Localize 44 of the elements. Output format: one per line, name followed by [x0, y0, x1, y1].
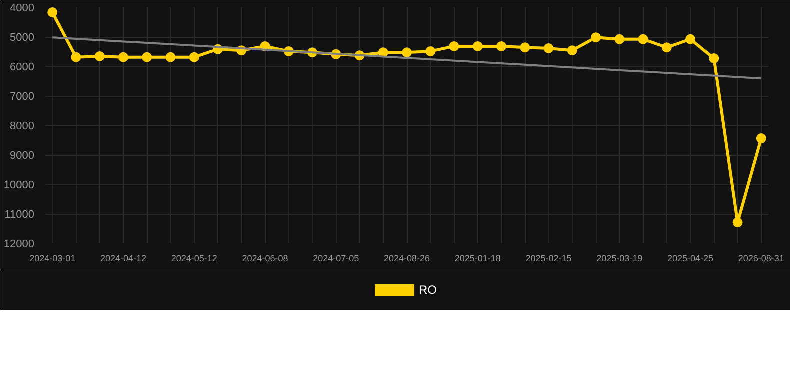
point [591, 32, 602, 43]
point [166, 52, 176, 62]
y-tick-label: 4000 [10, 2, 35, 14]
x-tick-label: 2024-05-12 [171, 254, 218, 264]
point [638, 34, 648, 44]
x-tick-label: 2024-03-01 [30, 254, 76, 264]
point [709, 54, 720, 64]
x-tick-label: 2024-06-08 [242, 254, 288, 264]
x-tick-label: 2025-01-18 [454, 254, 501, 264]
point [402, 48, 412, 58]
point [614, 34, 625, 44]
y-tick-label: 9000 [10, 150, 35, 162]
point [496, 41, 507, 52]
y-tick-label: 6000 [10, 62, 35, 74]
point [71, 52, 82, 62]
x-tick-label: 2024-07-05 [313, 254, 360, 264]
point [472, 41, 483, 52]
point [449, 41, 460, 52]
legend-label: RO [419, 283, 438, 297]
point [686, 34, 696, 44]
point [48, 8, 58, 18]
point [567, 46, 578, 56]
y-tick-label: 7000 [10, 91, 35, 103]
point [426, 46, 436, 56]
x-tick-label: 2025-03-19 [596, 254, 643, 264]
point [756, 133, 766, 144]
y-tick-label: 10000 [4, 180, 35, 192]
x-tick-label: 2025-02-15 [526, 254, 572, 264]
y-tick-label: 11000 [4, 209, 35, 221]
y-tick-label: 12000 [4, 238, 35, 250]
point [544, 44, 554, 54]
x-tick-label: 2024-04-12 [100, 254, 146, 264]
point [142, 52, 152, 62]
point [520, 42, 530, 53]
x-tick-label: 2026-08-31 [738, 254, 784, 264]
y-tick-label: 5000 [10, 32, 35, 44]
x-tick-label: 2024-08-26 [384, 254, 430, 264]
point [94, 51, 105, 62]
point [662, 42, 672, 53]
point [189, 52, 200, 62]
y-tick-label: 8000 [10, 120, 35, 132]
x-tick-label: 2025-04-25 [668, 254, 714, 264]
point [118, 52, 128, 62]
point [732, 218, 743, 228]
